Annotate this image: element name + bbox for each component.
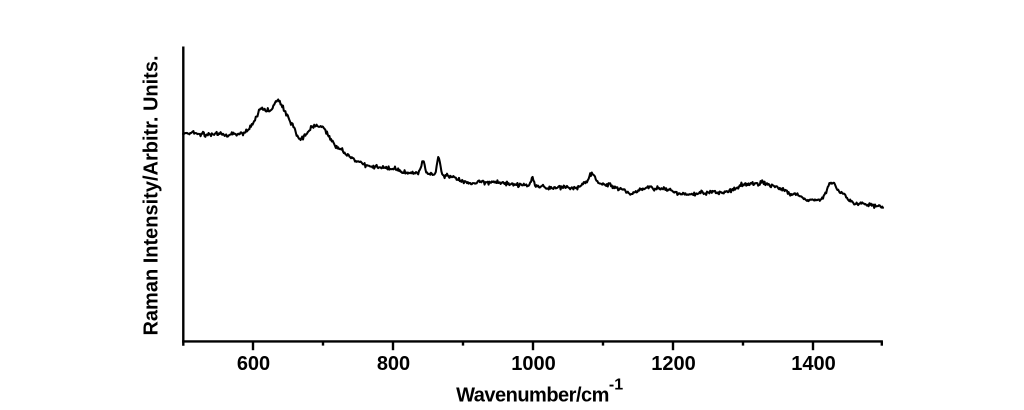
svg-text:1200: 1200 [651,353,696,375]
svg-text:1400: 1400 [791,353,836,375]
svg-text:600: 600 [237,353,270,375]
svg-text:800: 800 [377,353,410,375]
svg-text:1000: 1000 [511,353,556,375]
svg-text:Raman Intensity/Arbitr. Units.: Raman Intensity/Arbitr. Units. [141,55,163,335]
